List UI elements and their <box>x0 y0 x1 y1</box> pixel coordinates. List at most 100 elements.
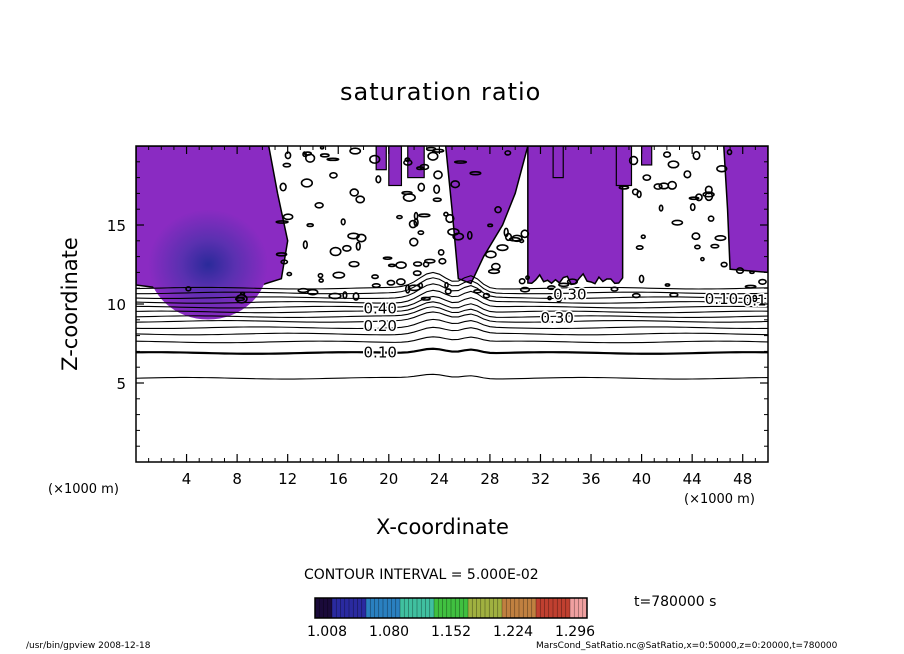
contour-speckle <box>382 256 393 260</box>
colorbar-swatch <box>395 598 401 618</box>
footer-left: /usr/bin/gpview 2008-12-18 <box>26 641 151 651</box>
colorbar-swatch <box>417 598 422 618</box>
colorbar-swatch <box>391 598 397 618</box>
contour-speckle <box>275 220 289 224</box>
contour-speckle <box>387 263 396 268</box>
contour-line <box>136 311 768 323</box>
contour-label: 0.10 <box>364 344 397 362</box>
colorbar-swatch <box>336 598 341 618</box>
contour-speckle <box>566 278 579 285</box>
colorbar-swatch <box>357 598 363 618</box>
purple-region-right-center <box>527 146 624 286</box>
contour-speckle <box>445 213 455 224</box>
contour-speckle <box>306 288 319 296</box>
contour-speckle <box>329 246 342 257</box>
contour-speckle <box>469 171 482 176</box>
contour-speckle <box>427 151 439 161</box>
colorbar-swatch <box>574 598 579 618</box>
contour-speckle <box>618 185 630 190</box>
colorbar-swatch <box>451 598 456 618</box>
colorbar-swatch <box>459 598 465 618</box>
colorbar-swatch <box>565 598 571 618</box>
footer-right: MarsCond_SatRatio.nc@SatRatio,x=0:50000,… <box>536 641 838 651</box>
contour-speckle <box>667 160 680 169</box>
colorbar-swatch <box>446 598 452 618</box>
contour-speckle <box>424 258 436 264</box>
contour-label: 0.30 <box>540 309 573 327</box>
purple-streak <box>640 146 653 166</box>
y-tick-label: 15 <box>107 217 126 235</box>
contour-speckle <box>726 149 733 156</box>
contour-line <box>136 326 768 336</box>
contour-label: 0.10 <box>705 290 738 308</box>
contour-speckle <box>403 159 413 166</box>
colorbar-swatch <box>323 598 329 618</box>
contour-speckle <box>286 271 293 277</box>
contour-speckle <box>692 150 701 161</box>
colorbar-swatch <box>476 598 482 618</box>
colorbar-swatch <box>366 598 371 618</box>
colorbar-swatch <box>412 598 418 618</box>
x-tick-label: 4 <box>182 470 192 488</box>
contour-speckle <box>490 262 501 271</box>
colorbar-swatch <box>383 598 388 618</box>
contour-speckle <box>520 229 530 239</box>
contour-speckle <box>642 174 652 182</box>
contour-line <box>136 295 768 309</box>
contour-line <box>136 277 768 295</box>
colorbar-swatch <box>429 598 435 618</box>
purple-region-center <box>444 146 529 285</box>
contour-speckle <box>303 151 313 156</box>
contour-line <box>136 318 768 330</box>
contour-speckle <box>413 211 419 221</box>
contour-speckle <box>317 272 324 279</box>
contour-speckle <box>369 154 381 164</box>
purple-streak <box>375 146 387 171</box>
time-label: t=780000 s <box>634 594 717 610</box>
colorbar-swatch <box>332 598 337 618</box>
contour-speckle <box>707 215 715 222</box>
contour-speckle <box>636 190 642 199</box>
contour-speckle <box>628 155 639 166</box>
contour-speckle <box>417 230 425 236</box>
contour-speckle <box>494 206 502 214</box>
y-axis-label: Z-coordinate <box>58 237 82 371</box>
contour-line <box>136 271 768 290</box>
colorbar-swatch <box>557 598 562 618</box>
x-tick-label: 32 <box>531 470 550 488</box>
x-tick-label: 8 <box>232 470 242 488</box>
colorbar-frame <box>314 597 588 619</box>
contour-speckle <box>450 180 461 189</box>
contour-speckle <box>395 261 407 270</box>
contour-speckle <box>658 204 664 212</box>
contour-speckle <box>412 270 422 277</box>
contour-speckle <box>487 223 494 228</box>
contour-speckle <box>401 190 413 196</box>
x-tick-label: 12 <box>278 470 297 488</box>
colorbar-swatch <box>408 598 414 618</box>
colorbar-swatch <box>434 598 439 618</box>
contour-speckle <box>375 175 382 184</box>
colorbar-swatch <box>421 598 426 618</box>
contour-line <box>136 283 768 300</box>
contour-speckle <box>282 162 292 168</box>
x-tick-label: 16 <box>329 470 348 488</box>
purple-streak <box>552 146 564 179</box>
colorbar-swatch <box>480 598 486 618</box>
purple-streak <box>615 146 633 187</box>
contour-speckle <box>302 240 308 250</box>
colorbar-swatch <box>523 598 528 618</box>
contour-speckle <box>453 160 468 164</box>
contour-speckle <box>689 203 696 212</box>
contour-speckle <box>704 185 713 195</box>
colorbar-tick-label: 1.296 <box>555 624 595 640</box>
contour-speckle <box>653 183 663 190</box>
contour-speckle <box>664 283 671 287</box>
contour-speckle <box>349 188 360 197</box>
x-unit-label-right: (×1000 m) <box>684 492 755 507</box>
colorbar-swatch <box>497 598 503 618</box>
colorbar-swatch <box>315 598 320 618</box>
colorbar-swatch <box>344 598 350 618</box>
contour-speckle <box>371 274 379 280</box>
colorbar-swatch <box>438 598 443 618</box>
